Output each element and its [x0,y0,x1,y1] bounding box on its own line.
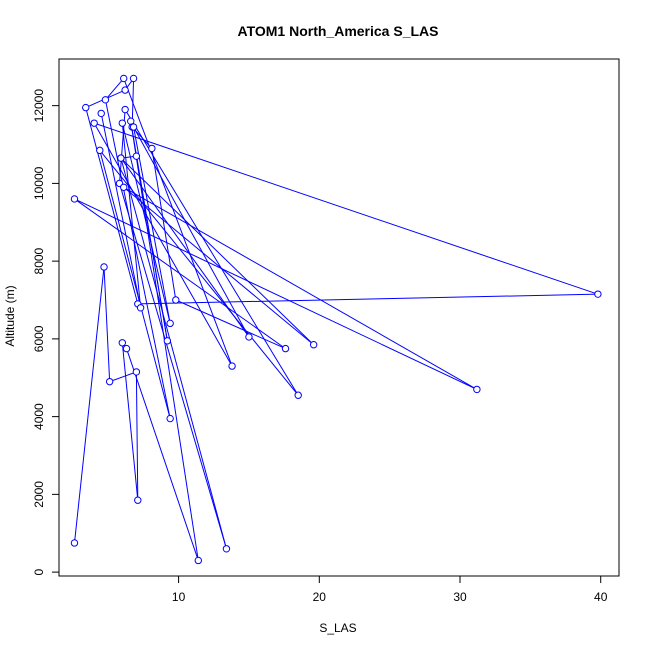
series-line-segment [133,126,171,324]
y-axis: 0 2000 4000 6000 8000 10000 12000 [32,89,59,575]
series-line-segment [123,78,233,367]
y-tick-label: 10000 [32,166,46,200]
data-point [228,362,236,370]
series-line-segment [109,371,137,383]
data-point [97,109,105,118]
series-line-segment [135,371,139,501]
series-line-segment [121,123,171,324]
series-points [70,74,602,565]
data-point [294,391,302,399]
data-point [163,337,172,345]
data-point [148,144,156,153]
series-line-segment [74,198,478,390]
series-lines [73,78,599,561]
data-point [473,385,481,394]
y-tick-label: 6000 [32,325,46,352]
y-tick-label: 12000 [32,89,46,123]
data-point [118,339,127,347]
y-axis-label: Altitude (m) [3,285,17,346]
series-line-segment [151,148,177,301]
data-point [121,105,129,114]
series-line-segment [119,183,227,549]
series-line-segment [74,198,286,350]
x-axis: 10 20 30 40 [172,576,608,604]
data-point [136,304,145,312]
series-line-segment [126,348,199,561]
y-tick-label: 0 [32,568,46,575]
data-point [132,152,141,160]
series-line-segment [104,99,171,419]
data-point [100,263,108,271]
x-tick-label: 20 [313,590,327,604]
series-line-segment [120,157,250,338]
data-point [70,195,79,203]
data-point [194,556,202,565]
data-point [70,539,79,547]
series-line-segment [99,150,171,419]
series-line-segment [73,266,105,544]
data-point [166,414,174,423]
data-point [281,344,290,353]
series-line-segment [121,342,139,501]
data-point [222,545,231,553]
data-point [129,74,138,83]
data-point [309,341,318,349]
series-line-segment [105,78,125,101]
x-tick-label: 10 [172,590,186,604]
series-line-segment [85,107,139,305]
data-point [121,86,129,94]
series-line-segment [93,122,233,367]
data-point [101,96,110,104]
y-tick-label: 2000 [32,481,46,508]
series-line-segment [124,109,299,396]
chart-title: ATOM1 North_America S_LAS [238,23,439,39]
data-point [120,183,128,191]
data-point [90,119,98,127]
data-point [82,103,90,112]
series-line-segment [120,157,227,549]
series-line-segment [103,266,111,382]
data-point [129,123,138,131]
series-line-segment [175,299,286,350]
data-point [166,319,174,328]
series-line-segment [123,186,314,346]
data-point [134,496,142,504]
series-line-segment [94,122,599,295]
data-point [120,74,128,83]
series-line-segment [121,123,142,308]
series-line-segment [137,293,598,305]
data-point [172,296,180,304]
series-line-segment [100,113,142,308]
data-point [132,368,141,376]
series-line-segment [120,157,315,346]
series-line-segment [133,126,250,338]
data-point [122,344,131,353]
data-point [118,119,127,127]
data-point [594,290,602,298]
data-point [245,333,253,341]
y-tick-label: 8000 [32,247,46,274]
series-line-segment [123,186,478,390]
x-tick-label: 30 [453,590,467,604]
x-tick-label: 40 [594,590,608,604]
plot-box [58,58,620,577]
data-point [96,146,104,155]
data-point [105,377,114,386]
x-axis-label: S_LAS [319,621,356,635]
data-point [117,154,125,162]
y-tick-label: 4000 [32,403,46,430]
